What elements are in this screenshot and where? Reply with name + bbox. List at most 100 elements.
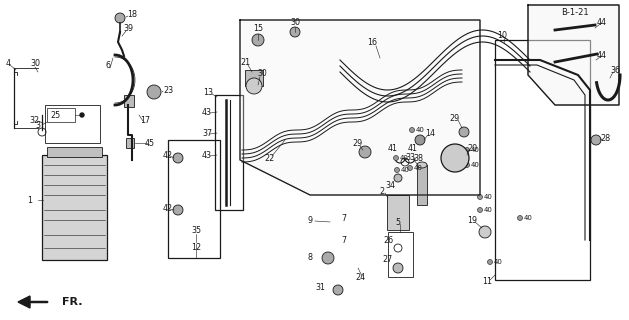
Bar	[495, 40, 590, 280]
Circle shape	[147, 85, 161, 99]
Text: 24: 24	[355, 274, 365, 283]
Text: 12: 12	[191, 243, 201, 252]
Text: 40: 40	[413, 165, 423, 171]
Bar	[417, 165, 427, 205]
Text: 40: 40	[484, 194, 493, 200]
Text: 9: 9	[308, 215, 313, 225]
Bar	[47, 147, 102, 157]
Text: 27: 27	[383, 255, 393, 265]
Circle shape	[393, 263, 403, 273]
Bar	[245, 70, 263, 86]
Text: 40: 40	[523, 215, 532, 221]
Circle shape	[518, 215, 523, 220]
Circle shape	[591, 135, 601, 145]
Text: 23: 23	[163, 85, 173, 94]
Text: 17: 17	[140, 116, 150, 124]
Circle shape	[394, 167, 399, 172]
Circle shape	[441, 144, 469, 172]
Text: 2: 2	[379, 187, 384, 196]
Bar	[388, 232, 413, 277]
Text: 19: 19	[467, 215, 477, 225]
Text: 16: 16	[367, 37, 377, 46]
Circle shape	[459, 127, 469, 137]
Text: 15: 15	[253, 23, 263, 33]
Text: 11: 11	[482, 277, 492, 286]
Text: 38: 38	[413, 154, 423, 163]
Circle shape	[394, 174, 402, 182]
Text: 18: 18	[127, 10, 137, 19]
Bar	[124, 95, 134, 107]
Circle shape	[394, 156, 399, 161]
Text: 30: 30	[257, 68, 267, 77]
Polygon shape	[528, 5, 619, 105]
Circle shape	[477, 195, 482, 199]
Text: 26: 26	[383, 236, 393, 244]
Circle shape	[477, 207, 482, 212]
Circle shape	[80, 113, 84, 117]
Circle shape	[115, 13, 125, 23]
Circle shape	[290, 27, 300, 37]
Text: 29: 29	[450, 114, 460, 123]
Text: 37: 37	[202, 129, 212, 138]
Text: 41: 41	[408, 143, 418, 153]
Text: B-1-21: B-1-21	[561, 7, 589, 17]
Polygon shape	[18, 296, 30, 308]
Text: 5: 5	[396, 218, 401, 227]
Text: 42: 42	[163, 150, 173, 159]
Text: 40: 40	[484, 207, 493, 213]
Text: 44: 44	[597, 51, 607, 60]
Text: FR.: FR.	[62, 297, 82, 307]
Circle shape	[487, 260, 493, 265]
Text: 3: 3	[35, 121, 40, 130]
Bar	[47, 108, 75, 122]
Text: 32: 32	[29, 116, 39, 124]
Text: 45: 45	[145, 139, 155, 148]
Text: 40: 40	[401, 167, 409, 173]
Circle shape	[359, 146, 371, 158]
Circle shape	[246, 78, 262, 94]
Text: 36: 36	[610, 66, 620, 75]
Circle shape	[173, 153, 183, 163]
Circle shape	[479, 226, 491, 238]
Text: 6: 6	[106, 60, 111, 69]
Text: 40: 40	[494, 259, 503, 265]
Text: 40: 40	[399, 155, 408, 161]
Circle shape	[409, 127, 415, 132]
Text: 34: 34	[385, 180, 395, 189]
Text: 42: 42	[163, 204, 173, 212]
Text: 30: 30	[290, 18, 300, 27]
Text: 28: 28	[600, 133, 610, 142]
Text: 7: 7	[342, 236, 347, 244]
Text: 43: 43	[202, 108, 212, 116]
Bar	[387, 195, 409, 230]
Bar	[168, 140, 220, 258]
Text: 21: 21	[240, 58, 250, 67]
Polygon shape	[240, 20, 480, 195]
Text: 40: 40	[416, 127, 425, 133]
Text: 40: 40	[470, 147, 479, 153]
Text: 33: 33	[405, 153, 415, 162]
Text: 44: 44	[597, 18, 607, 27]
Text: 22: 22	[265, 154, 275, 163]
Text: 14: 14	[425, 129, 435, 138]
Text: 29: 29	[353, 139, 363, 148]
Circle shape	[415, 135, 425, 145]
Circle shape	[322, 252, 334, 264]
Bar	[42, 155, 107, 260]
Bar	[215, 95, 243, 210]
Text: 13: 13	[203, 87, 213, 97]
Circle shape	[408, 165, 413, 171]
Text: 7: 7	[342, 213, 347, 222]
Circle shape	[333, 285, 343, 295]
Circle shape	[464, 148, 469, 153]
Text: 1: 1	[28, 196, 33, 204]
Text: 4: 4	[6, 59, 11, 68]
Circle shape	[252, 34, 264, 46]
Text: 10: 10	[497, 30, 507, 39]
Text: 30: 30	[30, 59, 40, 68]
Text: 31: 31	[315, 284, 325, 292]
Text: 39: 39	[123, 23, 133, 33]
Text: 35: 35	[191, 226, 201, 235]
Bar	[45, 105, 100, 143]
Text: 25: 25	[50, 110, 60, 119]
